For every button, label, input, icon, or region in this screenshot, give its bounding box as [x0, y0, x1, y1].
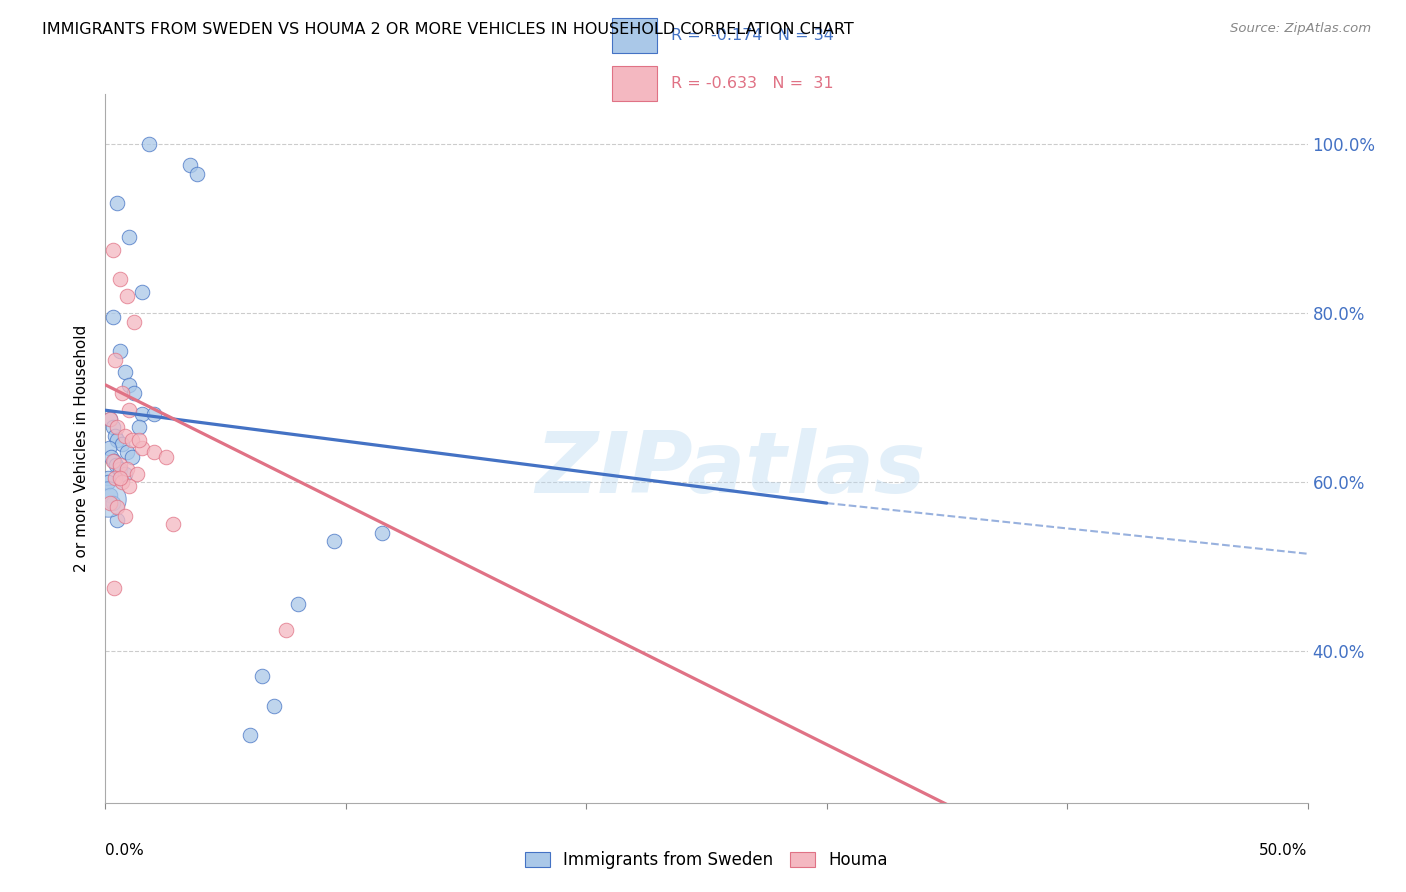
Point	[108, 344, 131, 359]
Point	[287, 598, 309, 612]
Point	[118, 479, 141, 493]
Point	[322, 534, 344, 549]
Text: 0.0%: 0.0%	[105, 843, 145, 858]
Point	[98, 496, 121, 510]
Point	[103, 454, 125, 468]
Point	[100, 450, 122, 464]
Point	[114, 428, 136, 442]
Point	[121, 433, 143, 447]
Point	[104, 352, 127, 367]
Point	[101, 243, 124, 257]
Point	[131, 285, 153, 299]
Point	[107, 513, 129, 527]
Point	[138, 137, 160, 152]
Text: R = -0.633   N =  31: R = -0.633 N = 31	[672, 77, 834, 91]
Point	[101, 420, 124, 434]
Point	[108, 272, 131, 286]
Text: ZIPatlas: ZIPatlas	[536, 428, 925, 511]
Point	[114, 508, 136, 523]
Point	[98, 488, 121, 502]
Point	[107, 196, 129, 211]
Point	[107, 433, 129, 447]
Point	[111, 475, 134, 489]
Point	[114, 365, 136, 379]
Point	[118, 403, 141, 417]
Point	[371, 525, 394, 540]
Text: R =  -0.174   N = 34: R = -0.174 N = 34	[672, 28, 834, 43]
Point	[250, 669, 273, 683]
Point	[107, 420, 129, 434]
Point	[104, 471, 127, 485]
Point	[239, 728, 262, 742]
Point	[97, 471, 120, 485]
Point	[179, 158, 201, 172]
Point	[115, 462, 138, 476]
Point	[114, 467, 136, 481]
Point	[108, 471, 131, 485]
Point	[98, 411, 121, 425]
Point	[125, 467, 148, 481]
Point	[101, 496, 124, 510]
Text: Source: ZipAtlas.com: Source: ZipAtlas.com	[1230, 22, 1371, 36]
Point	[128, 433, 150, 447]
Point	[98, 442, 121, 456]
Point	[142, 445, 165, 459]
Point	[131, 442, 153, 456]
Point	[124, 386, 146, 401]
Point	[108, 458, 131, 472]
Point	[274, 623, 297, 637]
Point	[115, 445, 138, 459]
FancyBboxPatch shape	[612, 66, 657, 101]
Point	[131, 408, 153, 422]
Point	[101, 310, 124, 325]
Point	[108, 462, 131, 476]
Point	[118, 378, 141, 392]
Point	[98, 411, 121, 425]
Point	[128, 420, 150, 434]
FancyBboxPatch shape	[612, 18, 657, 53]
Legend: Immigrants from Sweden, Houma: Immigrants from Sweden, Houma	[519, 845, 894, 876]
Point	[115, 289, 138, 303]
Y-axis label: 2 or more Vehicles in Household: 2 or more Vehicles in Household	[75, 325, 90, 572]
Point	[111, 437, 134, 451]
Point	[142, 408, 165, 422]
Point	[104, 428, 127, 442]
Point	[97, 475, 120, 489]
Text: IMMIGRANTS FROM SWEDEN VS HOUMA 2 OR MORE VEHICLES IN HOUSEHOLD CORRELATION CHAR: IMMIGRANTS FROM SWEDEN VS HOUMA 2 OR MOR…	[42, 22, 853, 37]
Point	[101, 454, 124, 468]
Point	[155, 450, 177, 464]
Point	[107, 500, 129, 515]
Point	[263, 698, 285, 713]
Point	[111, 386, 134, 401]
Text: 50.0%: 50.0%	[1260, 843, 1308, 858]
Point	[162, 517, 184, 532]
Point	[97, 491, 120, 506]
Point	[124, 315, 146, 329]
Point	[121, 450, 143, 464]
Point	[103, 581, 125, 595]
Point	[105, 458, 128, 472]
Point	[118, 230, 141, 244]
Point	[186, 167, 208, 181]
